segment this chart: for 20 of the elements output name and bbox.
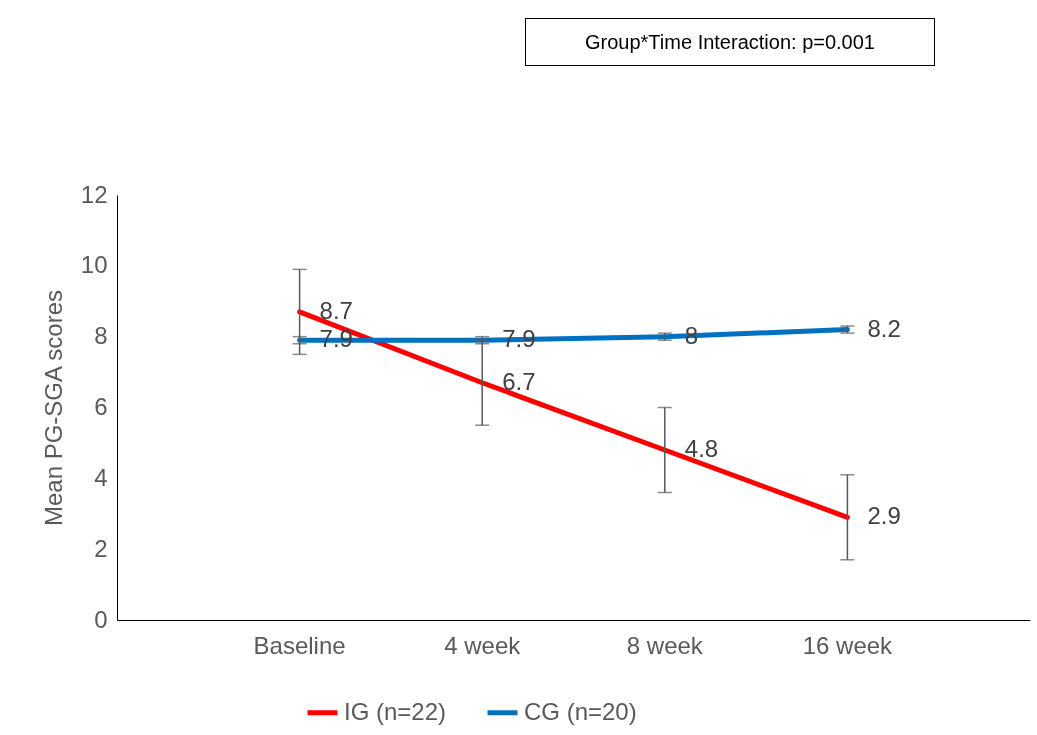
y-tick-label: 8 bbox=[94, 322, 108, 350]
data-label: 4.8 bbox=[684, 435, 719, 462]
y-tick-label: 2 bbox=[94, 534, 108, 562]
y-tick-label: 12 bbox=[80, 180, 108, 208]
x-tick-label: Baseline bbox=[253, 631, 346, 659]
legend-label: CG (n=20) bbox=[524, 697, 637, 725]
data-label: 6.7 bbox=[502, 367, 536, 395]
x-tick-label: 16 week bbox=[802, 631, 894, 659]
y-tick-label: 10 bbox=[80, 251, 108, 279]
y-tick-label: 0 bbox=[94, 605, 108, 633]
x-tick-label: 4 week bbox=[444, 631, 522, 659]
y-tick-label: 4 bbox=[94, 463, 108, 491]
legend-label: IG (n=22) bbox=[344, 697, 447, 725]
y-axis-title: Mean PG-SGA scores bbox=[39, 289, 67, 527]
y-tick-label: 6 bbox=[94, 393, 108, 420]
data-label: 8.2 bbox=[867, 314, 901, 342]
text: Group*Time Interaction: p=0.001 bbox=[525, 18, 935, 66]
data-label: 8.7 bbox=[319, 296, 353, 324]
x-tick-label: 8 week bbox=[626, 631, 704, 659]
data-label: 2.9 bbox=[867, 502, 901, 530]
